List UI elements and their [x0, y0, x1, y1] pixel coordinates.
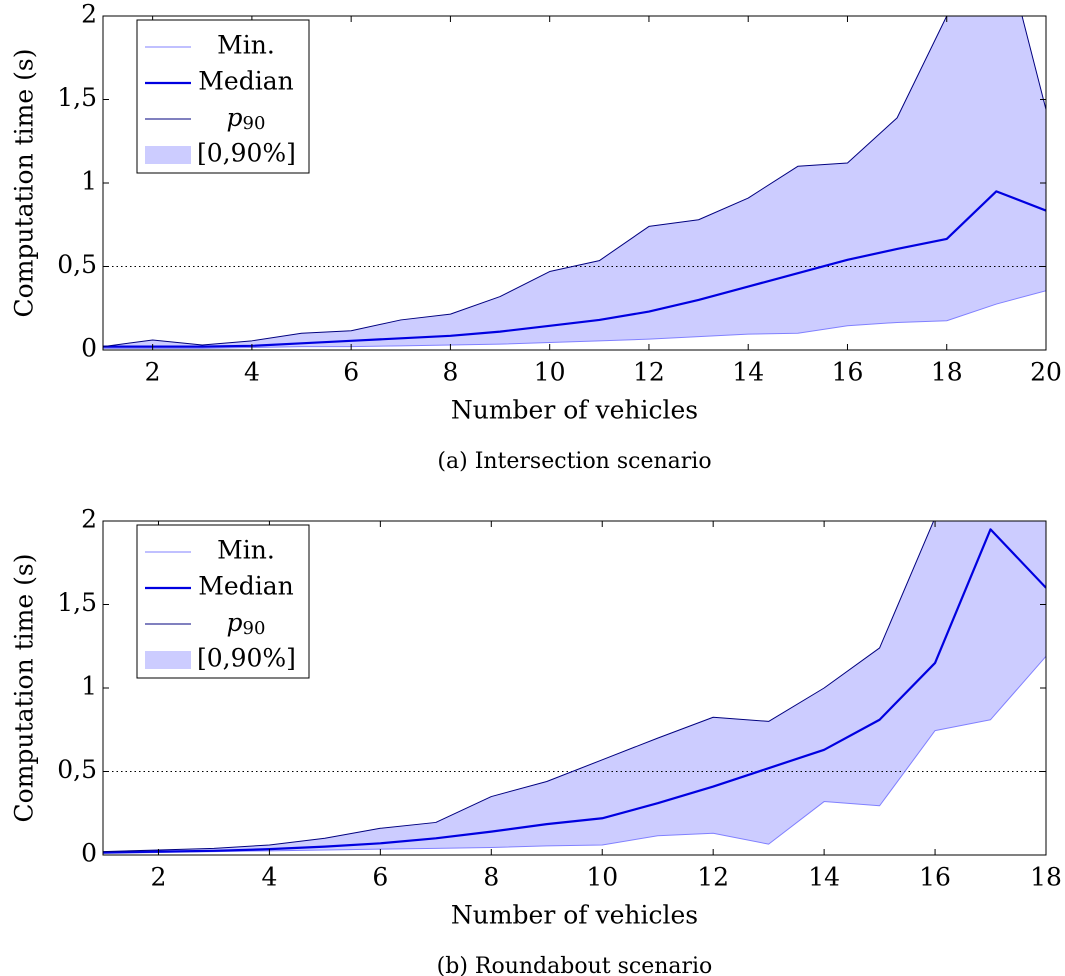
x-tick-label: 16 — [832, 358, 864, 387]
legend-label: Min. — [217, 536, 275, 565]
y-tick-label: 0,5 — [57, 755, 97, 784]
legend-swatch — [145, 651, 191, 669]
y-tick-label: 0 — [81, 334, 97, 363]
caption: (b) Roundabout scenario — [437, 954, 713, 976]
y-tick-label: 1 — [81, 672, 97, 701]
legend-label: Median — [198, 67, 293, 96]
legend-label-part: 90 — [243, 618, 266, 639]
y-tick-label: 0,5 — [57, 250, 97, 279]
caption: (a) Intersection scenario — [437, 449, 711, 474]
x-tick-label: 18 — [931, 358, 963, 387]
x-tick-label: 14 — [732, 358, 764, 387]
x-tick-label: 10 — [586, 863, 618, 892]
y-axis-label: Computation time (s) — [10, 554, 39, 823]
band-area — [103, 521, 1046, 854]
y-tick-label: 2 — [81, 505, 97, 534]
plot-area — [103, 521, 1046, 854]
legend-label: p90 — [227, 608, 266, 640]
y-tick-label: 2 — [81, 0, 97, 29]
x-tick-label: 14 — [808, 863, 840, 892]
legend-label: [0,90%] — [197, 644, 296, 673]
series-line — [103, 290, 1046, 349]
series-line — [103, 521, 935, 853]
y-tick-label: 1,5 — [57, 588, 97, 617]
x-tick-label: 6 — [372, 863, 388, 892]
x-axis-label: Number of vehicles — [451, 396, 698, 425]
x-tick-label: 8 — [442, 358, 458, 387]
legend-label-part: p — [227, 103, 243, 132]
plot: 2 4 6 8 10 12 14 16 18 20 0 0,5 1 1,5 2 Number of vehic… — [10, 0, 1062, 474]
x-axis-label: Number of vehicles — [451, 901, 698, 930]
legend-label: p90 — [227, 103, 266, 135]
plot-area — [103, 16, 1046, 349]
y-tick-label: 1 — [81, 167, 97, 196]
x-tick-label: 6 — [343, 358, 359, 387]
x-tick-label: 16 — [919, 863, 951, 892]
x-tick-label: 12 — [633, 358, 665, 387]
legend-swatch — [145, 146, 191, 164]
x-tick-label: 8 — [483, 863, 499, 892]
x-tick-label: 2 — [145, 358, 161, 387]
y-tick-label: 1,5 — [57, 83, 97, 112]
x-tick-label: 12 — [697, 863, 729, 892]
legend-label-part: p — [227, 608, 243, 637]
band-area — [103, 16, 1046, 349]
x-tick-label: 2 — [151, 863, 167, 892]
series-line — [103, 16, 1046, 348]
x-tick-label: 10 — [534, 358, 566, 387]
series-line — [103, 528, 1046, 854]
y-tick-label: 0 — [81, 839, 97, 868]
series-line — [103, 190, 1046, 348]
series-line — [103, 655, 1046, 854]
x-tick-label: 20 — [1030, 358, 1062, 387]
x-tick-label: 4 — [261, 863, 277, 892]
legend-label-part: 90 — [243, 113, 266, 134]
legend-label: Min. — [217, 31, 275, 60]
legend-label: Median — [198, 572, 293, 601]
plot: 2 4 6 8 10 12 14 16 18 0 0,5 1 1,5 2 Number of vehicle… — [10, 505, 1062, 976]
x-tick-label: 4 — [244, 358, 260, 387]
y-axis-label: Computation time (s) — [10, 49, 39, 318]
legend-label: [0,90%] — [197, 139, 296, 168]
x-tick-label: 18 — [1030, 863, 1062, 892]
